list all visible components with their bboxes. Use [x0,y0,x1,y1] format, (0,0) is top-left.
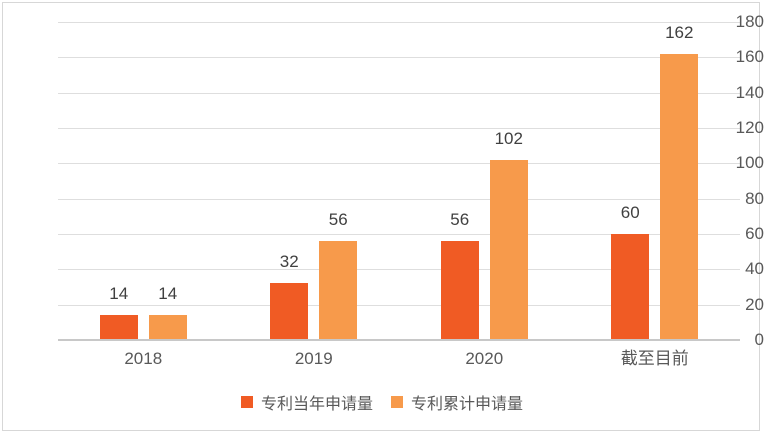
gridline [58,22,740,23]
bar-value-label: 60 [620,203,640,222]
y-tick-label: 60 [745,224,764,243]
gridline [58,163,740,165]
x-tick-label: 2020 [465,349,504,368]
x-tick-label: 2018 [124,349,163,368]
bar-value-label: 32 [279,252,299,272]
bar-series2 [660,53,699,340]
y-tick-label: 20 [745,294,764,314]
y-tick-label: 0 [754,330,764,349]
bar-series1 [611,234,650,340]
y-tick-label: 100 [735,153,764,173]
gridline [58,128,740,129]
gridline [58,92,740,94]
legend-swatch-series1 [240,396,253,408]
bar-series1 [99,315,138,340]
x-tick-label: 截至目前 [620,349,689,368]
gridline [58,234,740,235]
gridline [58,304,740,306]
gridline [58,57,740,59]
gridline [58,269,740,271]
legend-item-series1: 专利当年申请量 [240,390,373,414]
bar-value-label: 162 [665,22,694,42]
bar-value-label: 102 [494,128,523,148]
legend: 专利当年申请量 专利累计申请量 [0,390,764,414]
y-tick-label: 180 [735,12,764,31]
bar-value-label: 14 [158,284,178,304]
bar-series1 [440,241,479,340]
x-axis-line [58,339,740,341]
legend-label-series1: 专利当年申请量 [260,396,373,413]
bar-series2 [489,159,528,340]
bar-value-label: 56 [450,210,470,230]
x-tick-label: 2019 [294,349,333,368]
legend-item-series2: 专利累计申请量 [391,390,523,414]
legend-label-series2: 专利累计申请量 [411,396,524,413]
legend-swatch-series2 [391,396,403,408]
bar-value-label: 56 [328,210,348,230]
plot-area: 14 14 32 56 56 102 60 162 [58,22,740,341]
y-tick-label: 160 [735,47,764,67]
bar-series2 [319,241,358,340]
y-tick-label: 140 [735,82,764,102]
y-tick-label: 80 [745,188,764,208]
gridline [58,198,740,200]
y-tick-label: 40 [745,259,764,279]
y-tick-label: 120 [735,118,764,137]
bar-series1 [270,283,309,340]
bar-value-label: 14 [109,284,129,304]
bar-series2 [148,315,187,340]
